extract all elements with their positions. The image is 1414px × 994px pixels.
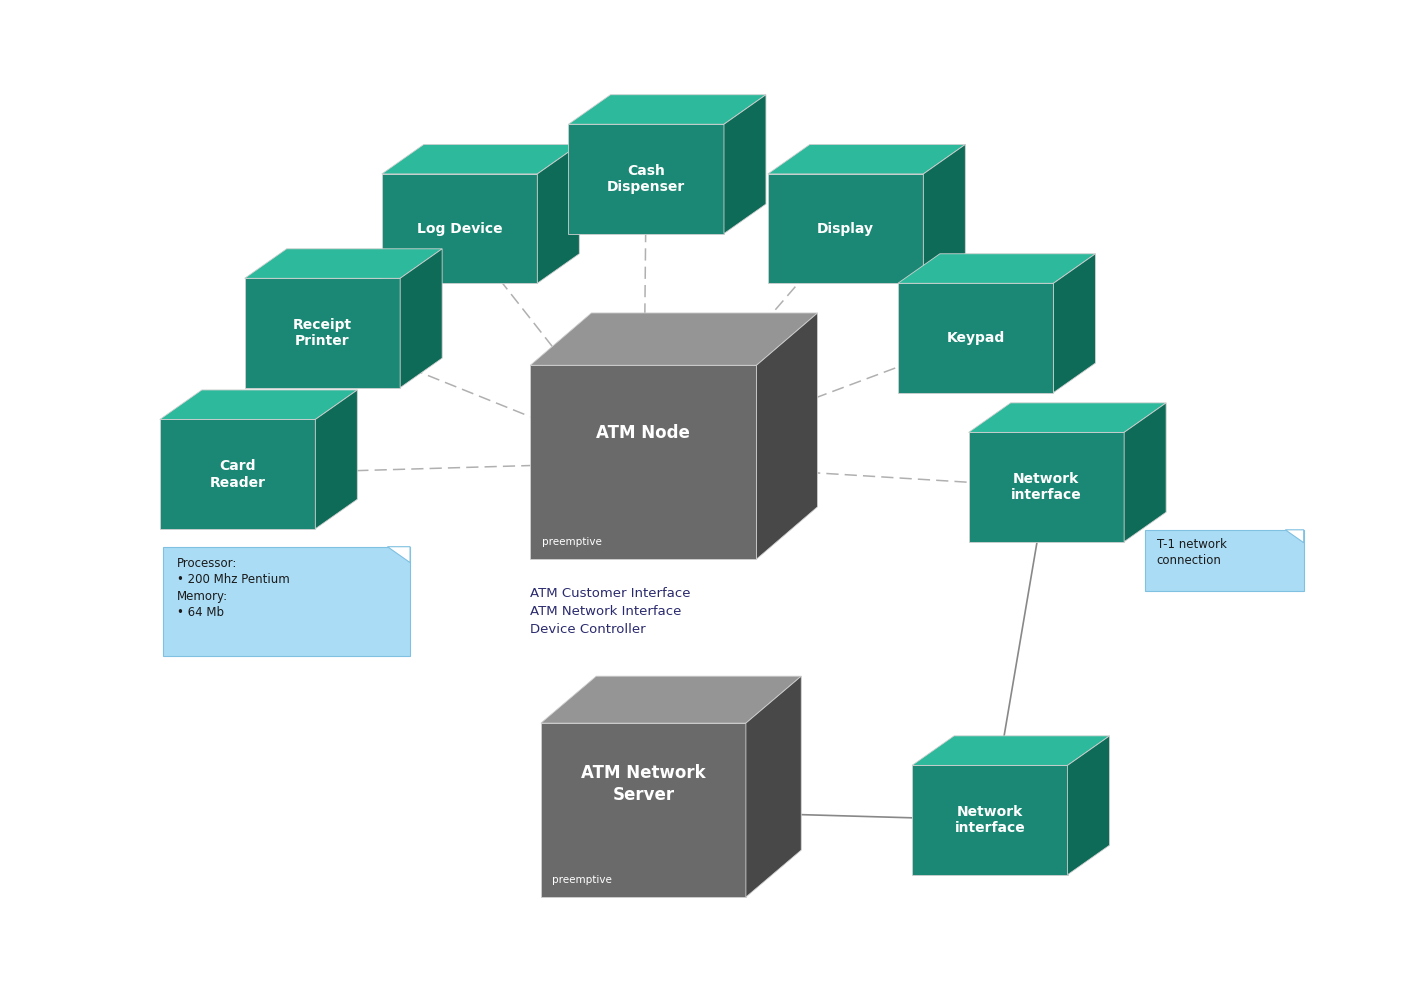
Text: Display: Display (817, 222, 874, 236)
Text: ATM Network
Server: ATM Network Server (581, 764, 706, 804)
Text: Card
Reader: Card Reader (209, 459, 266, 489)
Polygon shape (245, 248, 443, 278)
Polygon shape (382, 174, 537, 283)
Text: Keypad: Keypad (946, 331, 1005, 345)
Polygon shape (530, 365, 756, 559)
Polygon shape (898, 253, 1096, 283)
Polygon shape (540, 676, 802, 724)
Text: preemptive: preemptive (542, 537, 601, 547)
Polygon shape (315, 390, 358, 529)
Text: ATM Customer Interface
ATM Network Interface
Device Controller: ATM Customer Interface ATM Network Inter… (530, 586, 691, 636)
Polygon shape (912, 765, 1068, 875)
Polygon shape (756, 313, 817, 559)
Polygon shape (1124, 403, 1167, 542)
Polygon shape (969, 432, 1124, 542)
Polygon shape (912, 736, 1110, 765)
Polygon shape (568, 94, 766, 124)
Polygon shape (387, 547, 410, 563)
Polygon shape (898, 283, 1053, 393)
FancyBboxPatch shape (163, 547, 410, 656)
Polygon shape (160, 419, 315, 529)
Polygon shape (1068, 736, 1110, 875)
Text: Processor:
• 200 Mhz Pentium
Memory:
• 64 Mb: Processor: • 200 Mhz Pentium Memory: • 6… (177, 557, 290, 619)
Text: Log Device: Log Device (417, 222, 502, 236)
Text: Network
interface: Network interface (1011, 472, 1082, 502)
Polygon shape (400, 248, 443, 388)
Polygon shape (969, 403, 1167, 432)
Text: Network
interface: Network interface (954, 805, 1025, 835)
Polygon shape (160, 390, 358, 419)
Polygon shape (568, 124, 724, 234)
Polygon shape (1053, 253, 1096, 393)
Polygon shape (724, 94, 766, 234)
Polygon shape (382, 144, 580, 174)
Polygon shape (540, 724, 747, 897)
Polygon shape (530, 313, 817, 365)
Text: Receipt
Printer: Receipt Printer (293, 318, 352, 348)
Polygon shape (768, 144, 966, 174)
FancyBboxPatch shape (1145, 530, 1304, 591)
Text: preemptive: preemptive (551, 875, 612, 885)
Polygon shape (768, 174, 923, 283)
Polygon shape (245, 278, 400, 388)
Polygon shape (747, 676, 802, 897)
Text: Cash
Dispenser: Cash Dispenser (607, 164, 686, 194)
Text: T-1 network
connection: T-1 network connection (1157, 538, 1226, 568)
Polygon shape (1285, 530, 1304, 543)
Text: ATM Node: ATM Node (597, 424, 690, 442)
Polygon shape (923, 144, 966, 283)
Polygon shape (537, 144, 580, 283)
